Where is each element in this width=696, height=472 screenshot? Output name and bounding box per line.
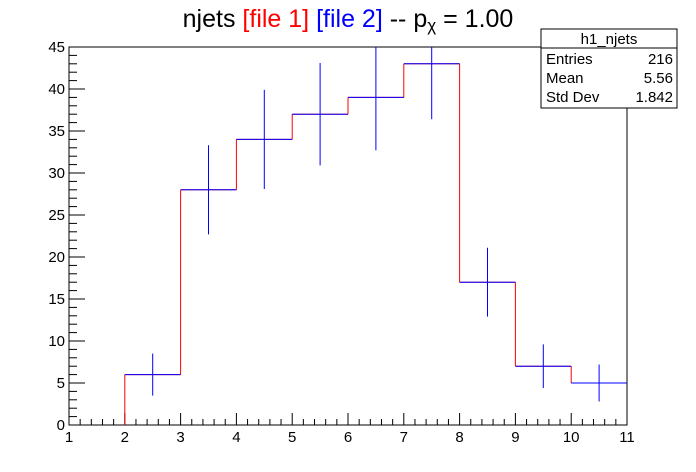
y-tick-label: 20 (48, 249, 65, 266)
y-tick-label: 30 (48, 165, 65, 182)
stats-entries-label: Entries (546, 51, 593, 68)
x-tick-label: 11 (619, 429, 635, 446)
title-subscript: χ (427, 16, 436, 35)
chart-title: njets [file 1] [file 2] -- pχ = 1.00 (183, 5, 514, 35)
x-tick-label: 3 (176, 429, 184, 446)
series-file2-errorbars (124, 47, 627, 402)
x-tick-label: 7 (400, 429, 408, 446)
x-tick-label: 8 (455, 429, 463, 446)
title-suffix: -- p (383, 5, 427, 33)
stats-mean-label: Mean (546, 70, 584, 87)
stats-box-title: h1_njets (581, 31, 638, 48)
title-file1: [file 1] (242, 5, 309, 33)
x-tick-label: 1 (65, 429, 73, 446)
y-tick-label: 40 (48, 81, 65, 98)
y-tick-label: 45 (48, 39, 65, 56)
title-file2: [file 2] (316, 5, 383, 33)
stats-mean-value: 5.56 (644, 70, 673, 87)
title-prefix: njets (183, 5, 243, 33)
y-tick-label: 15 (48, 291, 65, 308)
x-tick-label: 4 (232, 429, 240, 446)
stats-box-border (540, 28, 678, 109)
title-space (309, 5, 316, 33)
stats-stddev-value: 1.842 (635, 89, 673, 106)
x-tick-label: 6 (344, 429, 352, 446)
x-axis: 1 2 3 4 5 6 7 8 9 10 11 (65, 413, 635, 446)
y-tick-label: 25 (48, 207, 65, 224)
x-tick-label: 2 (121, 429, 129, 446)
stats-box: h1_njets Entries 216 Mean 5.56 Std Dev 1… (540, 28, 678, 109)
stats-entries-value: 216 (648, 51, 673, 68)
y-axis: 0 5 10 15 20 25 30 35 40 45 (48, 39, 85, 434)
stats-stddev-label: Std Dev (546, 89, 600, 106)
y-tick-label: 0 (57, 417, 65, 434)
x-tick-label: 5 (288, 429, 296, 446)
series-layer (124, 47, 627, 425)
y-tick-label: 10 (48, 333, 65, 350)
y-tick-label: 5 (57, 375, 65, 392)
x-tick-label: 10 (563, 429, 580, 446)
title-value: = 1.00 (436, 5, 513, 33)
x-tick-label: 9 (511, 429, 519, 446)
y-tick-label: 35 (48, 123, 65, 140)
